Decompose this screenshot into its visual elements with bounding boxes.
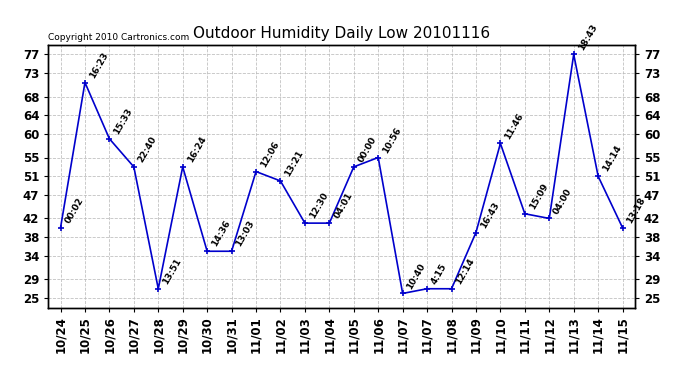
Text: 00:00: 00:00 bbox=[357, 135, 378, 164]
Text: 13:03: 13:03 bbox=[235, 219, 257, 249]
Text: 12:30: 12:30 bbox=[308, 191, 330, 220]
Text: 14:36: 14:36 bbox=[210, 219, 232, 249]
Text: Copyright 2010 Cartronics.com: Copyright 2010 Cartronics.com bbox=[48, 33, 190, 42]
Text: 16:43: 16:43 bbox=[479, 200, 501, 230]
Text: 10:40: 10:40 bbox=[406, 261, 428, 291]
Text: 13:18: 13:18 bbox=[625, 196, 647, 225]
Text: 15:09: 15:09 bbox=[528, 182, 550, 211]
Text: 16:23: 16:23 bbox=[88, 50, 110, 80]
Text: 00:02: 00:02 bbox=[63, 196, 86, 225]
Text: 18:43: 18:43 bbox=[576, 22, 599, 52]
Text: 11:46: 11:46 bbox=[503, 111, 525, 141]
Text: 12:06: 12:06 bbox=[259, 140, 281, 169]
Text: 13:51: 13:51 bbox=[161, 256, 183, 286]
Text: 16:24: 16:24 bbox=[186, 135, 208, 164]
Text: 22:40: 22:40 bbox=[137, 135, 159, 164]
Text: 04:01: 04:01 bbox=[332, 191, 354, 220]
Text: 13:21: 13:21 bbox=[283, 149, 306, 178]
Text: 15:33: 15:33 bbox=[112, 106, 135, 136]
Title: Outdoor Humidity Daily Low 20101116: Outdoor Humidity Daily Low 20101116 bbox=[193, 26, 490, 41]
Text: 12:14: 12:14 bbox=[454, 256, 477, 286]
Text: 10:56: 10:56 bbox=[381, 126, 403, 155]
Text: 04:00: 04:00 bbox=[552, 187, 574, 216]
Text: 4:15: 4:15 bbox=[430, 262, 449, 286]
Text: 14:14: 14:14 bbox=[601, 144, 623, 174]
